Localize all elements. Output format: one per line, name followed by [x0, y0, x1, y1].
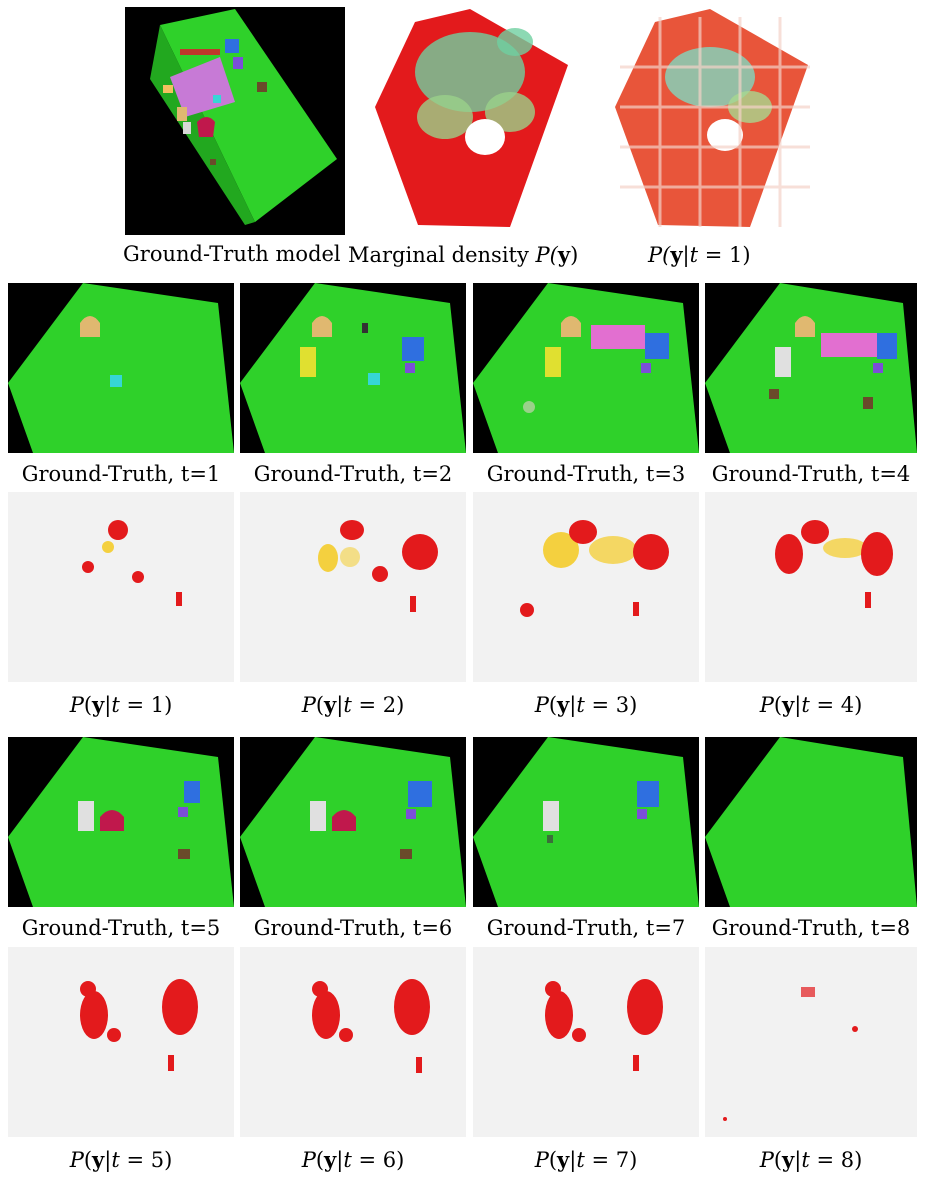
- caption-density-t4: P(y|t = 4): [759, 692, 863, 717]
- ground-truth-t6-image: [240, 737, 466, 907]
- caption-ground-truth-t6: Ground-Truth, t=6: [253, 916, 453, 940]
- caption-density-t2: P(y|t = 2): [301, 692, 405, 717]
- density-t5-image: [8, 947, 234, 1137]
- caption-ground-truth-t1: Ground-Truth, t=1: [21, 462, 221, 486]
- ground-truth-t8-image: [705, 737, 917, 907]
- density-t2-image: [240, 492, 466, 682]
- marginal-density-image: [360, 7, 575, 235]
- ground-truth-t7-image: [473, 737, 699, 907]
- density-t4-image: [705, 492, 917, 682]
- caption-ground-truth-t4: Ground-Truth, t=4: [711, 462, 911, 486]
- density-t8-image: [705, 947, 917, 1137]
- caption-density-t1: P(y|t = 1): [69, 692, 173, 717]
- ground-truth-model-image: [125, 7, 345, 235]
- caption-density-t5: P(y|t = 5): [69, 1147, 173, 1172]
- caption-density-t3: P(y|t = 3): [534, 692, 638, 717]
- caption-density-t7: P(y|t = 7): [534, 1147, 638, 1172]
- caption-ground-truth-t7: Ground-Truth, t=7: [486, 916, 686, 940]
- conditional-density-t1-image: [600, 7, 815, 235]
- ground-truth-t5-image: [8, 737, 234, 907]
- caption-conditional-density-t1: P(y|t = 1): [648, 242, 751, 267]
- density-t1-image: [8, 492, 234, 682]
- density-t3-image: [473, 492, 699, 682]
- caption-density-t6: P(y|t = 6): [301, 1147, 405, 1172]
- caption-density-t8: P(y|t = 8): [759, 1147, 863, 1172]
- caption-ground-truth-t2: Ground-Truth, t=2: [253, 462, 453, 486]
- ground-truth-t3-image: [473, 283, 699, 453]
- caption-ground-truth-t3: Ground-Truth, t=3: [486, 462, 686, 486]
- caption-ground-truth-t8: Ground-Truth, t=8: [711, 916, 911, 940]
- ground-truth-t2-image: [240, 283, 466, 453]
- ground-truth-t4-image: [705, 283, 917, 453]
- caption-ground-truth-t5: Ground-Truth, t=5: [21, 916, 221, 940]
- density-t7-image: [473, 947, 699, 1137]
- density-t6-image: [240, 947, 466, 1137]
- caption-marginal-density: Marginal density P(y): [348, 242, 579, 267]
- ground-truth-t1-image: [8, 283, 234, 453]
- caption-ground-truth-model: Ground-Truth model: [123, 242, 341, 266]
